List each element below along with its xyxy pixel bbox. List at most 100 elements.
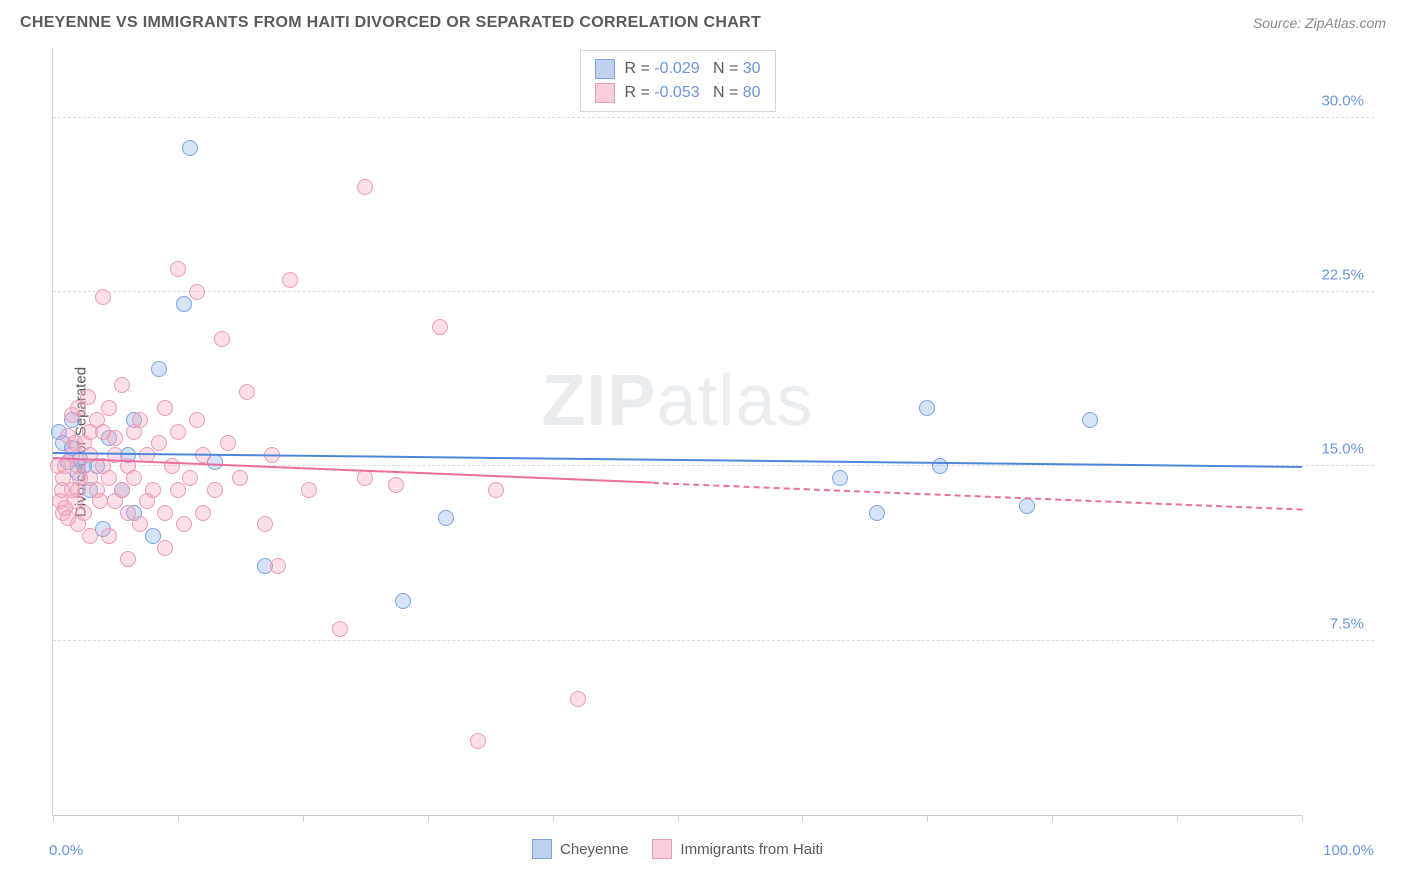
data-point bbox=[157, 540, 173, 556]
data-point bbox=[101, 528, 117, 544]
stat-row-cheyenne: R = -0.029 N = 30 bbox=[594, 57, 760, 81]
x-max-label: 100.0% bbox=[1323, 842, 1374, 859]
data-point bbox=[182, 140, 198, 156]
header: CHEYENNE VS IMMIGRANTS FROM HAITI DIVORC… bbox=[0, 0, 1406, 42]
watermark: ZIPatlas bbox=[541, 360, 813, 442]
data-point bbox=[220, 435, 236, 451]
data-point bbox=[488, 482, 504, 498]
watermark-light: atlas bbox=[656, 361, 813, 441]
data-point bbox=[919, 400, 935, 416]
source-attribution: Source: ZipAtlas.com bbox=[1253, 15, 1386, 31]
x-tick bbox=[678, 815, 679, 822]
data-point bbox=[332, 621, 348, 637]
y-tick-label: 30.0% bbox=[1306, 92, 1364, 109]
data-point bbox=[132, 412, 148, 428]
data-point bbox=[170, 261, 186, 277]
data-point bbox=[176, 296, 192, 312]
legend-item-haiti: Immigrants from Haiti bbox=[652, 839, 823, 859]
x-tick bbox=[1302, 815, 1303, 822]
stat-r-cheyenne: -0.029 bbox=[654, 60, 699, 77]
stat-n-cheyenne: 30 bbox=[743, 60, 761, 77]
data-point bbox=[151, 361, 167, 377]
x-tick bbox=[53, 815, 54, 822]
data-point bbox=[1019, 498, 1035, 514]
data-point bbox=[239, 384, 255, 400]
data-point bbox=[195, 505, 211, 521]
data-point bbox=[214, 331, 230, 347]
data-point bbox=[1082, 412, 1098, 428]
swatch-haiti bbox=[594, 83, 614, 103]
x-tick bbox=[303, 815, 304, 822]
stat-legend: R = -0.029 N = 30 R = -0.053 N = 80 bbox=[579, 50, 775, 112]
legend-label-haiti: Immigrants from Haiti bbox=[680, 841, 823, 858]
data-point bbox=[107, 430, 123, 446]
data-point bbox=[182, 470, 198, 486]
data-point bbox=[176, 516, 192, 532]
data-point bbox=[438, 510, 454, 526]
data-point bbox=[932, 458, 948, 474]
x-tick bbox=[1052, 815, 1053, 822]
data-point bbox=[114, 482, 130, 498]
data-point bbox=[114, 377, 130, 393]
legend-swatch-haiti bbox=[652, 839, 672, 859]
x-tick bbox=[927, 815, 928, 822]
gridline bbox=[53, 291, 1374, 292]
data-point bbox=[157, 400, 173, 416]
data-point bbox=[157, 505, 173, 521]
x-tick bbox=[428, 815, 429, 822]
data-point bbox=[270, 558, 286, 574]
data-point bbox=[357, 179, 373, 195]
regression-line bbox=[53, 457, 653, 484]
bottom-legend: Cheyenne Immigrants from Haiti bbox=[53, 839, 1302, 859]
data-point bbox=[151, 435, 167, 451]
stat-row-haiti: R = -0.053 N = 80 bbox=[594, 81, 760, 105]
data-point bbox=[95, 289, 111, 305]
data-point bbox=[92, 493, 108, 509]
data-point bbox=[120, 551, 136, 567]
data-point bbox=[282, 272, 298, 288]
data-point bbox=[82, 528, 98, 544]
x-tick bbox=[802, 815, 803, 822]
x-tick bbox=[1177, 815, 1178, 822]
chart-title: CHEYENNE VS IMMIGRANTS FROM HAITI DIVORC… bbox=[20, 14, 761, 32]
data-point bbox=[395, 593, 411, 609]
stat-text-haiti: R = -0.053 N = 80 bbox=[624, 84, 760, 102]
data-point bbox=[432, 319, 448, 335]
y-tick-label: 15.0% bbox=[1306, 441, 1364, 458]
data-point bbox=[301, 482, 317, 498]
legend-item-cheyenne: Cheyenne bbox=[532, 839, 628, 859]
data-point bbox=[388, 477, 404, 493]
data-point bbox=[132, 516, 148, 532]
gridline bbox=[53, 640, 1374, 641]
legend-label-cheyenne: Cheyenne bbox=[560, 841, 628, 858]
chart-area: Divorced or Separated ZIPatlas R = -0.02… bbox=[42, 48, 1374, 836]
data-point bbox=[570, 691, 586, 707]
watermark-bold: ZIP bbox=[541, 361, 656, 441]
data-point bbox=[832, 470, 848, 486]
stat-text-cheyenne: R = -0.029 N = 30 bbox=[624, 60, 760, 78]
data-point bbox=[145, 482, 161, 498]
gridline bbox=[53, 117, 1374, 118]
plot: ZIPatlas R = -0.029 N = 30 R = -0.053 N … bbox=[52, 48, 1302, 816]
data-point bbox=[357, 470, 373, 486]
swatch-cheyenne bbox=[594, 59, 614, 79]
data-point bbox=[189, 284, 205, 300]
data-point bbox=[869, 505, 885, 521]
data-point bbox=[170, 482, 186, 498]
data-point bbox=[170, 424, 186, 440]
data-point bbox=[101, 400, 117, 416]
stat-r-haiti: -0.053 bbox=[654, 84, 699, 101]
regression-line bbox=[652, 482, 1302, 511]
stat-n-haiti: 80 bbox=[743, 84, 761, 101]
data-point bbox=[207, 482, 223, 498]
y-tick-label: 7.5% bbox=[1306, 615, 1364, 632]
data-point bbox=[189, 412, 205, 428]
x-tick bbox=[178, 815, 179, 822]
y-tick-label: 22.5% bbox=[1306, 267, 1364, 284]
data-point bbox=[76, 505, 92, 521]
legend-swatch-cheyenne bbox=[532, 839, 552, 859]
data-point bbox=[80, 389, 96, 405]
x-tick bbox=[553, 815, 554, 822]
data-point bbox=[126, 470, 142, 486]
data-point bbox=[470, 733, 486, 749]
